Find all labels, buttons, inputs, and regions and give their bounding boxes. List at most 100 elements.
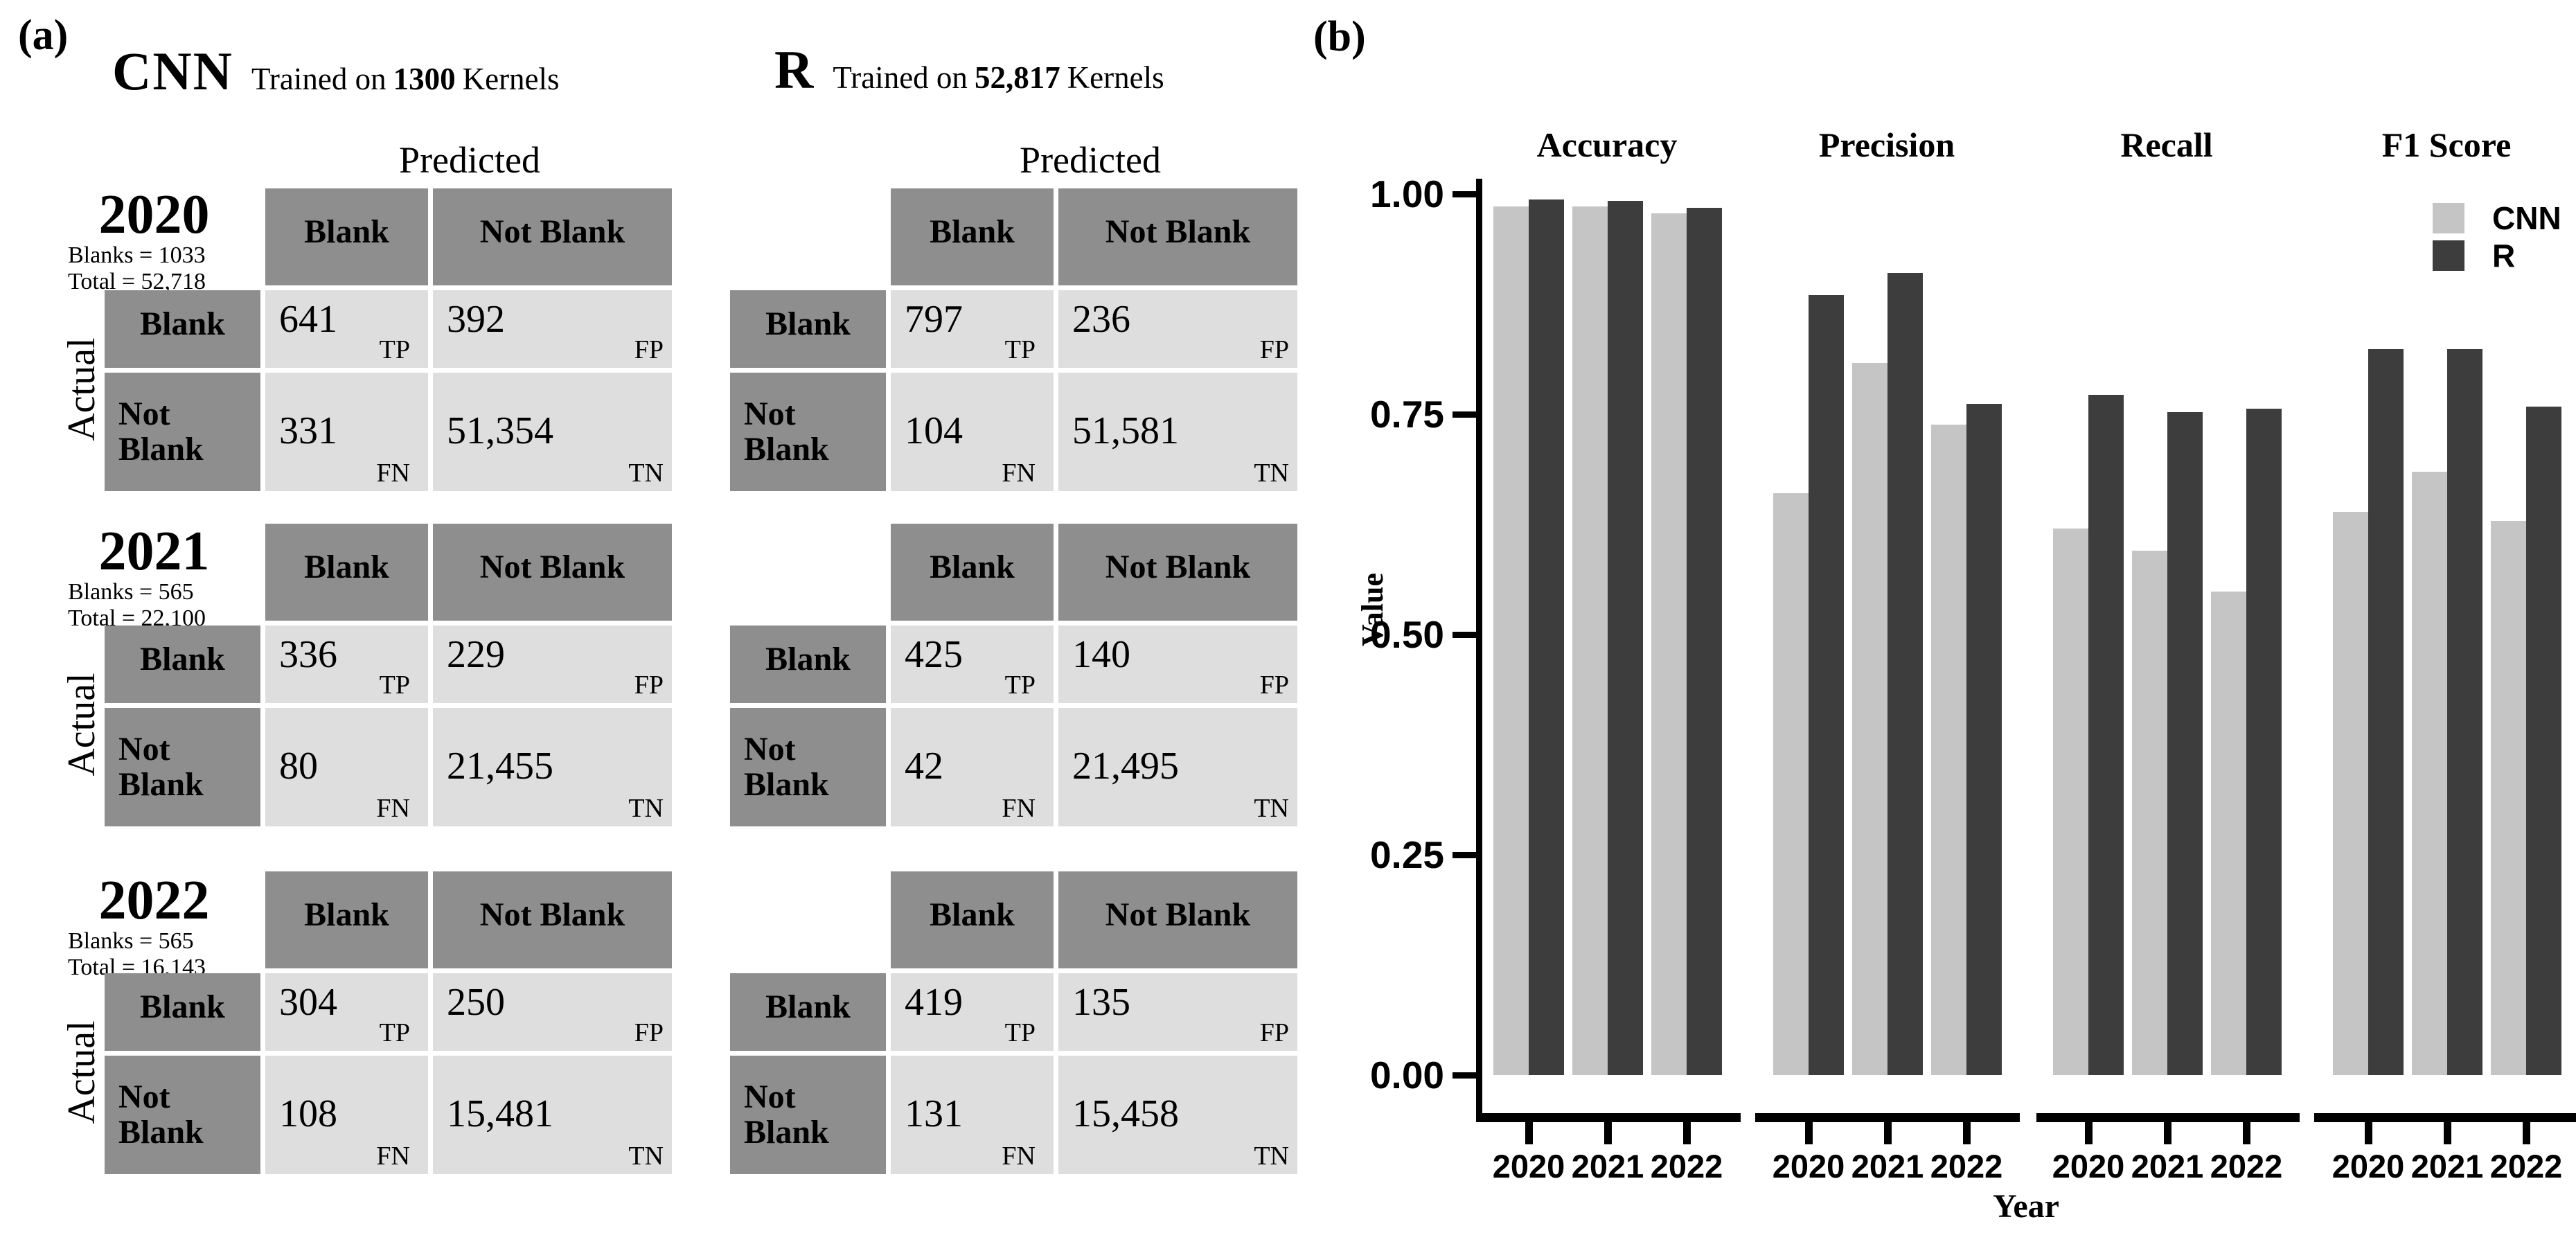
fp-value: 250 (447, 981, 505, 1024)
tp-label: TP (1004, 671, 1036, 700)
row-header-blank: Blank (105, 626, 260, 703)
cell-fp: 236 FP (1058, 290, 1297, 368)
fp-label: FP (634, 335, 664, 364)
fp-label: FP (634, 671, 664, 700)
bar-precision-cnn-2022 (1931, 425, 1966, 1075)
bar-pair-2020 (1493, 194, 1564, 1075)
tp-value: 797 (905, 298, 963, 341)
bar-accuracy-r-2020 (1529, 199, 1564, 1075)
confusion-matrix-r-2022: Blank Not Blank Blank Not Blank 419 TP 13… (730, 871, 1297, 1174)
row-header-not-blank: Not Blank (730, 373, 886, 491)
fn-label: FN (1002, 794, 1036, 823)
bar-pair-2022 (1651, 194, 1722, 1075)
panel-a-label: (a) (18, 12, 69, 59)
col-header-blank: Blank (265, 524, 428, 621)
y-tick-label: 0.00 (1369, 1054, 1444, 1097)
x-tick (2523, 1121, 2530, 1144)
fn-value: 80 (279, 745, 318, 788)
fn-label: FN (376, 459, 410, 488)
cell-fp: 135 FP (1058, 973, 1297, 1051)
tp-value: 641 (279, 298, 337, 341)
x-tick-label: 2021 (2131, 1148, 2204, 1185)
y-axis-line (1476, 179, 1482, 1122)
tn-value: 21,455 (447, 745, 553, 788)
x-tick-label: 2021 (1571, 1148, 1644, 1185)
col-header-not-blank: Not Blank (433, 871, 672, 968)
tp-label: TP (379, 671, 410, 700)
fn-value: 108 (279, 1092, 337, 1135)
group-title-f1: F1 Score (2381, 125, 2512, 164)
x-tick-label: 2020 (1772, 1148, 1845, 1185)
x-axis-segment-recall (2036, 1113, 2300, 1122)
actual-axis-label-2020: Actual (60, 337, 103, 441)
cell-tp: 419 TP (891, 973, 1054, 1051)
y-tick (1453, 1072, 1477, 1079)
predicted-axis-label-cnn: Predicted (399, 139, 540, 181)
fp-value: 135 (1072, 981, 1130, 1024)
tp-label: TP (379, 1018, 410, 1047)
tp-label: TP (379, 335, 410, 364)
cell-tp: 304 TP (265, 973, 428, 1051)
group-title-precision: Precision (1818, 125, 1955, 164)
year-block-2022: 2022 Blanks = 565 Total = 16,143 (62, 873, 246, 981)
x-tick-label: 2021 (2410, 1148, 2484, 1185)
tn-label: TN (628, 794, 664, 823)
x-tick (1884, 1121, 1892, 1144)
predicted-axis-label-r: Predicted (1020, 139, 1161, 181)
bar-group-precision (1773, 194, 2003, 1075)
row-header-blank: Blank (730, 626, 886, 703)
row-header-not-blank: Not Blank (105, 708, 260, 826)
tn-value: 51,581 (1072, 409, 1179, 452)
x-tick-label: 2022 (1650, 1148, 1723, 1185)
total-count: Total = 52,718 (68, 269, 206, 295)
tn-label: TN (628, 459, 664, 488)
x-tick (2444, 1121, 2451, 1144)
x-tick (2164, 1121, 2171, 1144)
y-tick-label: 0.75 (1369, 393, 1444, 436)
col-header-blank: Blank (265, 188, 428, 285)
cell-tp: 336 TP (265, 626, 428, 703)
y-tick (1453, 411, 1477, 418)
col-header-not-blank: Not Blank (433, 524, 672, 621)
x-tick-label: 2022 (1930, 1148, 2003, 1185)
bar-pair-2021 (2412, 194, 2482, 1075)
x-tick (1683, 1121, 1691, 1144)
group-title-recall: Recall (2120, 125, 2213, 164)
cell-tp: 641 TP (265, 290, 428, 368)
row-header-blank: Blank (730, 973, 886, 1051)
row-header-not-blank: Not Blank (105, 373, 260, 491)
fp-label: FP (634, 1018, 664, 1047)
x-axis-segment-f1 (2314, 1113, 2576, 1122)
col-header-not-blank: Not Blank (433, 188, 672, 285)
bar-accuracy-cnn-2020 (1493, 206, 1529, 1075)
bar-f1-r-2021 (2447, 348, 2482, 1075)
x-tick (2365, 1121, 2372, 1144)
x-axis-title: Year (1993, 1188, 2059, 1225)
fp-value: 140 (1072, 633, 1130, 676)
bar-recall-r-2022 (2246, 409, 2282, 1075)
actual-axis-label-2021: Actual (60, 673, 103, 777)
col-header-not-blank: Not Blank (1058, 871, 1297, 968)
x-tick-label: 2022 (2210, 1148, 2283, 1185)
cell-tp: 425 TP (891, 626, 1054, 703)
tp-value: 419 (905, 981, 963, 1024)
bar-pair-2021 (1572, 194, 1643, 1075)
legend-label-r: R (2492, 238, 2516, 274)
year-title: 2020 (98, 184, 210, 245)
y-tick (1453, 632, 1477, 638)
cell-fn: 80 FN (265, 708, 428, 826)
group-title-accuracy: Accuracy (1536, 125, 1678, 164)
bar-precision-r-2022 (1966, 403, 2002, 1075)
cnn-model-header: CNN Trained on 1300 Kernels (112, 40, 560, 103)
panel-b-label: (b) (1313, 13, 1366, 60)
confusion-matrix-cnn-2021: Blank Not Blank Blank Not Blank 336 TP 22… (105, 524, 672, 826)
cell-fn: 131 FN (891, 1056, 1054, 1174)
col-header-blank: Blank (891, 871, 1054, 968)
x-axis-segment-precision (1755, 1113, 2020, 1122)
bar-precision-r-2021 (1887, 273, 1923, 1075)
fn-label: FN (376, 1142, 410, 1171)
y-tick (1453, 852, 1477, 858)
tp-value: 304 (279, 981, 337, 1024)
bar-pair-2022 (2491, 194, 2561, 1075)
bar-recall-cnn-2020 (2053, 529, 2088, 1075)
